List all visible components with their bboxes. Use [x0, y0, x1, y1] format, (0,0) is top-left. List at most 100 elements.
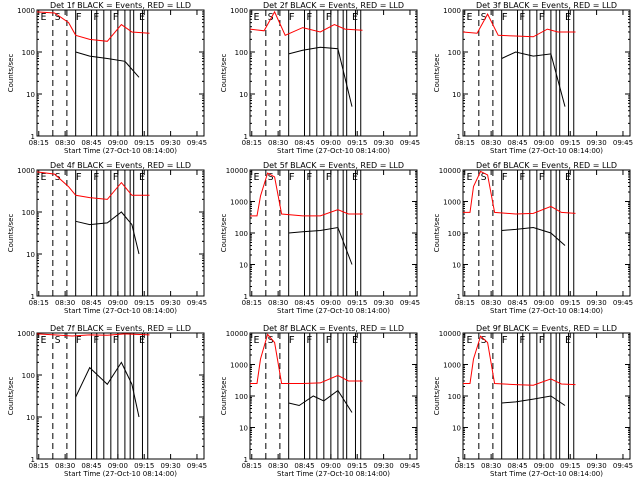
y-tick-label: 1000 [230, 362, 248, 370]
series-events-line [501, 226, 566, 246]
y-tick-label: 10 [452, 262, 461, 270]
series-lld-line [462, 13, 576, 38]
plot-frame [36, 169, 205, 297]
interval-marker-label: F [519, 335, 525, 346]
x-axis-label: Start Time (27-Oct-10 08:14:00) [64, 147, 177, 155]
x-tick-label: 08:15 [455, 139, 475, 147]
y-tick-label: 100 [235, 393, 248, 401]
interval-marker-label: E [254, 335, 260, 346]
plot-frame [249, 332, 418, 460]
x-tick-label: 09:00 [108, 139, 128, 147]
y-axis-label: Counts/sec [7, 214, 15, 253]
x-tick-label: 09:45 [187, 462, 207, 470]
y-tick-label: 10 [239, 425, 248, 433]
x-tick-label: 09:15 [134, 462, 154, 470]
plot-frame [249, 9, 418, 137]
interval-marker-label: E [254, 12, 260, 23]
chart-panel-1: Det 1f BLACK = Events, RED = LLD 1 10 100 10… [7, 1, 207, 155]
interval-marker-label: S [55, 335, 61, 346]
x-tick-label: 09:30 [374, 299, 394, 307]
x-tick-label: 08:45 [294, 139, 314, 147]
y-tick-label: 1 [31, 456, 35, 464]
interval-marker-label: S [55, 172, 61, 183]
x-tick-label: 09:45 [613, 462, 633, 470]
interval-marker-label: E [41, 335, 47, 346]
y-tick-label: 10000 [226, 167, 248, 175]
x-tick-label: 08:15 [29, 139, 49, 147]
y-tick-label: 10 [26, 251, 35, 259]
x-tick-label: 08:30 [268, 139, 288, 147]
interval-marker-label: F [502, 335, 508, 346]
x-tick-label: 09:30 [374, 462, 394, 470]
interval-marker-label: E [467, 12, 473, 23]
y-tick-label: 10 [452, 425, 461, 433]
x-tick-label: 08:30 [481, 139, 501, 147]
interval-marker-label: F [93, 335, 99, 346]
plot-frame [462, 332, 631, 460]
x-tick-label: 08:30 [268, 299, 288, 307]
x-axis-label: Start Time (27-Oct-10 08:14:00) [277, 307, 390, 315]
interval-marker-label: E [467, 335, 473, 346]
y-tick-label: 1 [457, 456, 461, 464]
x-tick-label: 09:00 [534, 139, 554, 147]
x-tick-label: 08:45 [294, 462, 314, 470]
x-tick-label: 09:00 [108, 462, 128, 470]
chart-title: Det 2f BLACK = Events, RED = LLD [263, 1, 404, 10]
x-tick-label: 08:45 [81, 299, 101, 307]
interval-marker-label: E [41, 12, 47, 23]
y-axis-label: Counts/sec [433, 377, 441, 416]
interval-marker-label: F [76, 12, 82, 23]
y-tick-label: 10000 [439, 167, 461, 175]
y-axis-label: Counts/sec [220, 377, 228, 416]
chart-title: Det 8f BLACK = Events, RED = LLD [263, 324, 404, 333]
interval-marker-label: S [268, 335, 274, 346]
y-tick-label: 1 [244, 133, 248, 141]
chart-panel-7: Det 7f BLACK = Events, RED = LLD 1 10 100 10… [7, 324, 207, 478]
chart-panel-2: Det 2f BLACK = Events, RED = LLD 1 10 100 10… [220, 1, 420, 155]
x-tick-label: 09:30 [374, 139, 394, 147]
x-tick-label: 09:00 [321, 299, 341, 307]
interval-marker-label: F [519, 12, 525, 23]
y-axis-label: Counts/sec [7, 377, 15, 416]
series-events-line [288, 226, 353, 265]
series-lld-line [36, 333, 150, 337]
y-tick-label: 10 [239, 262, 248, 270]
x-tick-label: 09:15 [347, 139, 367, 147]
x-axis-label: Start Time (27-Oct-10 08:14:00) [64, 470, 177, 478]
y-tick-label: 10 [26, 414, 35, 422]
interval-marker-label: F [519, 172, 525, 183]
y-axis-label: Counts/sec [433, 214, 441, 253]
interval-marker-label: E [467, 172, 473, 183]
series-lld-line [463, 335, 576, 386]
x-tick-label: 09:30 [161, 299, 181, 307]
interval-marker-label: E [139, 335, 145, 346]
x-tick-label: 08:30 [268, 462, 288, 470]
x-axis-label: Start Time (27-Oct-10 08:14:00) [490, 307, 603, 315]
y-tick-label: 1000 [230, 7, 248, 15]
interval-marker-label: S [55, 12, 61, 23]
x-axis-label: Start Time (27-Oct-10 08:14:00) [64, 307, 177, 315]
x-tick-label: 08:45 [507, 462, 527, 470]
interval-marker-label: S [481, 335, 487, 346]
y-axis-label: Counts/sec [220, 214, 228, 253]
y-tick-label: 1 [457, 293, 461, 301]
series-lld-line [463, 170, 576, 215]
interval-marker-label: F [326, 172, 332, 183]
interval-marker-label: E [139, 12, 145, 23]
x-tick-label: 09:45 [187, 139, 207, 147]
y-tick-label: 1000 [17, 330, 35, 338]
x-tick-label: 08:15 [455, 462, 475, 470]
series-lld-line [250, 333, 363, 384]
series-lld-line [36, 171, 150, 200]
series-events-line [288, 46, 353, 107]
y-axis-label: Counts/sec [433, 54, 441, 93]
x-tick-label: 08:15 [242, 299, 262, 307]
x-tick-label: 08:15 [242, 462, 262, 470]
chart-panel-3: Det 3f BLACK = Events, RED = LLD 1 10 100 10… [433, 1, 633, 155]
plot-frame [36, 9, 205, 137]
x-tick-label: 09:00 [534, 299, 554, 307]
x-tick-label: 09:00 [321, 139, 341, 147]
chart-title: Det 1f BLACK = Events, RED = LLD [50, 1, 191, 10]
x-axis-label: Start Time (27-Oct-10 08:14:00) [277, 147, 390, 155]
y-tick-label: 100 [448, 49, 461, 57]
